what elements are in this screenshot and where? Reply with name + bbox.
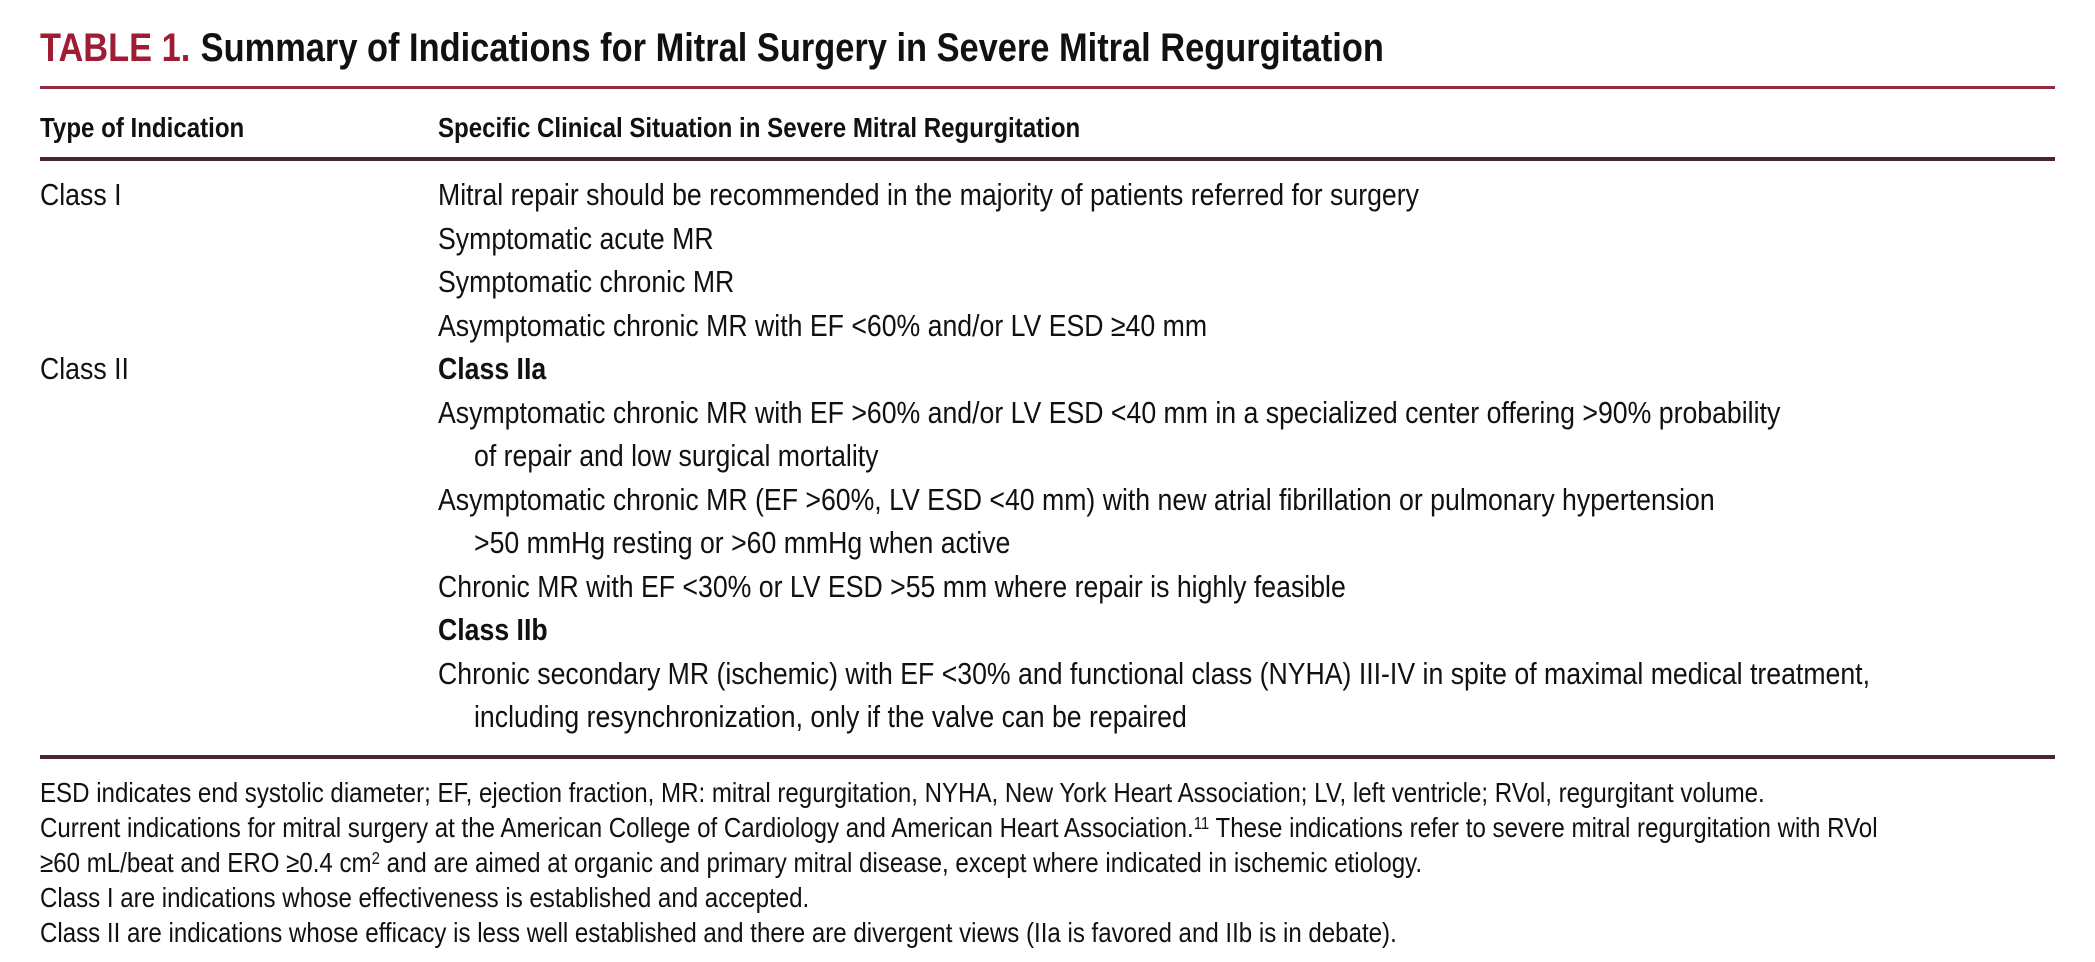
table-row: Asymptomatic chronic MR with EF <60% and… bbox=[40, 304, 2055, 348]
footnote-reference-superscript: 11 bbox=[1193, 812, 1210, 833]
footnote-text: ESD indicates end systolic diameter; EF,… bbox=[40, 776, 1765, 808]
indication-text: including resynchronization, only if the… bbox=[474, 699, 1187, 734]
table-header-row: Type of Indication Specific Clinical Sit… bbox=[40, 111, 2055, 145]
indication-text: Symptomatic acute MR bbox=[438, 220, 714, 256]
table-row: Asymptomatic chronic MR (EF >60%, LV ESD… bbox=[40, 478, 2055, 522]
table-row: Class IIb bbox=[40, 608, 2055, 652]
footnote: Current indications for mitral surgery a… bbox=[40, 810, 2055, 845]
table-row-continuation: >50 mmHg resting or >60 mmHg when active bbox=[40, 521, 2055, 565]
subclass-heading: Class IIa bbox=[438, 351, 547, 386]
class-label: Class II bbox=[40, 351, 129, 386]
column-header-type: Type of Indication bbox=[40, 112, 245, 143]
divider-title bbox=[40, 86, 2055, 89]
table-title: Summary of Indications for Mitral Surger… bbox=[200, 26, 1384, 70]
indication-text: >50 mmHg resting or >60 mmHg when active bbox=[474, 525, 1011, 560]
table-row: Symptomatic chronic MR bbox=[40, 260, 2055, 304]
footnote-text: These indications refer to severe mitral… bbox=[1209, 811, 1878, 843]
footnote: Class II are indications whose efficacy … bbox=[40, 915, 2055, 950]
footnotes: ESD indicates end systolic diameter; EF,… bbox=[40, 775, 2055, 950]
indication-text: Chronic secondary MR (ischemic) with EF … bbox=[438, 655, 1871, 691]
footnote-text: Current indications for mitral surgery a… bbox=[40, 811, 1194, 843]
table-row: Chronic secondary MR (ischemic) with EF … bbox=[40, 652, 2055, 696]
footnote-superscript: 2 bbox=[371, 847, 380, 868]
column-header-situation: Specific Clinical Situation in Severe Mi… bbox=[438, 112, 1081, 143]
table-label: TABLE 1. bbox=[40, 26, 191, 70]
table-body: Class I Mitral repair should be recommen… bbox=[40, 173, 2055, 739]
footnote-text: Class II are indications whose efficacy … bbox=[40, 916, 1397, 948]
footnote-text: Class I are indications whose effectiven… bbox=[40, 881, 810, 913]
divider-header bbox=[40, 157, 2055, 161]
subclass-heading: Class IIb bbox=[438, 612, 548, 647]
indication-text: Asymptomatic chronic MR (EF >60%, LV ESD… bbox=[438, 481, 1715, 517]
indication-text: Asymptomatic chronic MR with EF >60% and… bbox=[438, 394, 1781, 430]
table-row: Asymptomatic chronic MR with EF >60% and… bbox=[40, 391, 2055, 435]
indication-text: of repair and low surgical mortality bbox=[474, 438, 879, 473]
indication-text: Symptomatic chronic MR bbox=[438, 264, 735, 299]
footnote: ≥60 mL/beat and ERO ≥0.4 cm2 and are aim… bbox=[40, 845, 2055, 880]
table-row-continuation: including resynchronization, only if the… bbox=[40, 695, 2055, 739]
indication-text: Asymptomatic chronic MR with EF <60% and… bbox=[438, 307, 1208, 343]
indication-text: Chronic MR with EF <30% or LV ESD >55 mm… bbox=[438, 568, 1346, 604]
table-row: Class I Mitral repair should be recommen… bbox=[40, 173, 2055, 217]
class-label: Class I bbox=[40, 177, 122, 212]
table-row: Class II Class IIa bbox=[40, 347, 2055, 391]
table-row-continuation: of repair and low surgical mortality bbox=[40, 434, 2055, 478]
divider-footnotes bbox=[40, 754, 2055, 759]
table-caption: TABLE 1. Summary of Indications for Mitra… bbox=[40, 26, 2055, 70]
footnote-text: ≥60 mL/beat and ERO ≥0.4 cm bbox=[40, 846, 372, 878]
footnote-text: and are aimed at organic and primary mit… bbox=[379, 846, 1423, 878]
footnote: Class I are indications whose effectiven… bbox=[40, 880, 2055, 915]
table-row: Symptomatic acute MR bbox=[40, 217, 2055, 261]
footnote: ESD indicates end systolic diameter; EF,… bbox=[40, 775, 2055, 810]
indication-text: Mitral repair should be recommended in t… bbox=[438, 177, 1419, 212]
table-row: Chronic MR with EF <30% or LV ESD >55 mm… bbox=[40, 565, 2055, 609]
